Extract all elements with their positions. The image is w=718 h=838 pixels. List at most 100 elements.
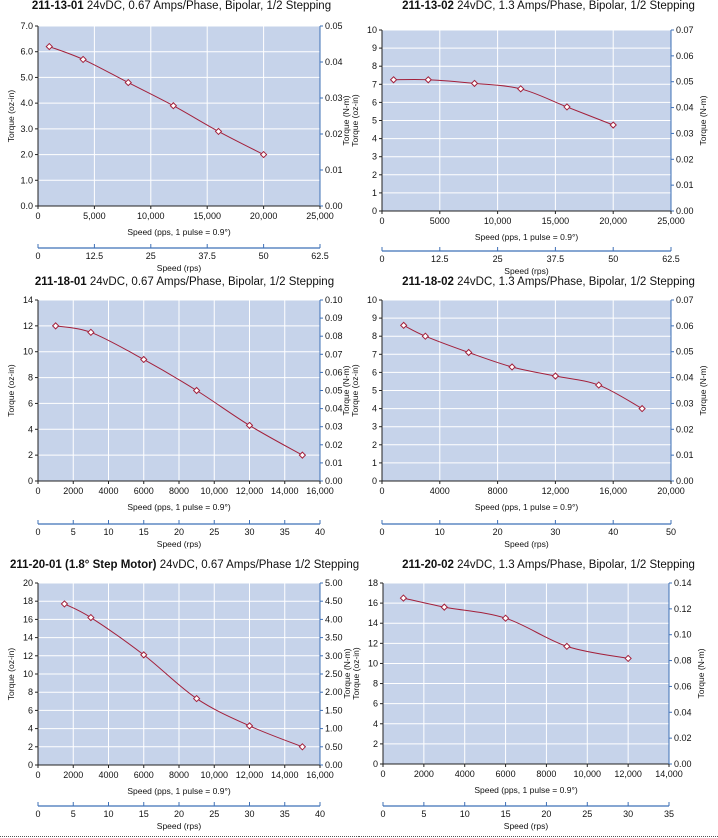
y-tick-label: 10 xyxy=(367,25,377,35)
x2-tick-label: 30 xyxy=(244,809,254,819)
x-tick-label: 12,000 xyxy=(236,486,264,496)
x2-axis-title: Speed (rps) xyxy=(504,266,549,276)
x-tick-label: 14,000 xyxy=(271,770,299,780)
x-tick-label: 10,000 xyxy=(200,486,228,496)
plot-area xyxy=(38,26,320,206)
y2-tick-label: 0.05 xyxy=(676,77,694,87)
data-point xyxy=(192,386,201,395)
y-tick-label: 4 xyxy=(372,404,377,414)
chart-panel-211-18-02: 211-18-02 24vDC, 1.3 Amps/Phase, Bipolar… xyxy=(341,276,718,555)
x2-tick-label: 20 xyxy=(493,527,503,537)
data-point xyxy=(508,363,516,371)
y2-tick-label: 0.06 xyxy=(676,51,694,61)
y-tick-label: 5 xyxy=(372,116,377,126)
y2-tick-label: 0.00 xyxy=(676,476,694,486)
y2-tick-label: 0.04 xyxy=(676,103,694,113)
x-tick-label: 20,000 xyxy=(250,211,278,221)
chart-panel-211-18-01: 211-18-01 24vDC, 0.67 Amps/Phase, Bipola… xyxy=(0,276,359,555)
y2-tick-label: 0.07 xyxy=(676,25,694,35)
y2-tick-label: 4.00 xyxy=(325,614,343,624)
x2-axis-title: Speed (rps) xyxy=(504,539,549,549)
chart-title-spec: 24vDC, 0.67 Amps/Phase, Bipolar, 1/2 Ste… xyxy=(86,0,332,12)
y-tick-label: 16 xyxy=(368,598,378,608)
y-tick-label: 12 xyxy=(368,638,378,648)
y2-tick-label: 0.00 xyxy=(674,759,692,769)
data-point xyxy=(259,150,268,159)
y-tick-label: 18 xyxy=(368,578,378,588)
y-tick-label: 16 xyxy=(23,614,33,624)
y-tick-label: 0 xyxy=(28,760,33,770)
chart-svg: 0 1 2 3 4 5 6 7 8 9 10 0.00 0.01 0.02 0.03 0.04 0.05 0.06… xyxy=(341,295,708,549)
y-tick-label: 10 xyxy=(368,658,378,668)
x-tick-label: 0 xyxy=(380,769,385,779)
y-axis-title: Torque (oz-in) xyxy=(350,94,360,147)
x-axis-title: Speed (pps, 1 pulse = 0.9°) xyxy=(475,232,579,242)
x2-tick-label: 15 xyxy=(501,809,511,819)
data-point xyxy=(501,614,510,622)
y-axis-title-extra: Torque (N-m) xyxy=(341,365,351,415)
x-tick-label: 10,000 xyxy=(137,211,165,221)
y-axis-title: Torque (oz-in) xyxy=(6,364,16,417)
x2-tick-label: 25 xyxy=(146,251,156,261)
x2-tick-label: 62.5 xyxy=(662,254,680,264)
x2-tick-label: 40 xyxy=(608,527,618,537)
x2-axis-title: Speed (rps) xyxy=(157,539,202,549)
x-tick-label: 6000 xyxy=(134,770,154,780)
x-axis-title: Speed (pps, 1 pulse = 0.9°) xyxy=(127,786,231,796)
chart-title-spec: 24vDC, 1.3 Amps/Phase, Bipolar, 1/2 Step… xyxy=(457,0,695,12)
chart-svg: 0 2 4 6 8 10 12 14 16 18 20 0.00 0.50 1.00 1.50 2.00 2.5… xyxy=(6,578,343,831)
x2-tick-label: 20 xyxy=(174,809,184,819)
y2-tick-label: 0.03 xyxy=(325,93,343,103)
y2-tick-label: 0.10 xyxy=(674,630,692,640)
y-axis-title-extra: Torque (N-m) xyxy=(341,95,351,145)
x-tick-label: 2000 xyxy=(414,769,434,779)
y2-tick-label: 0.06 xyxy=(676,321,694,331)
y2-tick-label: 3.50 xyxy=(325,633,343,643)
y-tick-label: 4 xyxy=(28,724,33,734)
data-point xyxy=(551,372,560,380)
x2-axis-title: Speed (rps) xyxy=(157,821,202,831)
y2-tick-label: 0.02 xyxy=(676,154,694,164)
y2-tick-label: 0.09 xyxy=(325,313,343,323)
y2-tick-label: 0.07 xyxy=(676,295,694,305)
y-tick-label: 7 xyxy=(372,79,377,89)
x-tick-label: 8000 xyxy=(488,486,508,496)
data-point xyxy=(464,348,473,357)
x-tick-label: 10,000 xyxy=(574,769,602,779)
data-point xyxy=(470,79,479,88)
y-tick-label: 6 xyxy=(28,705,33,715)
y2-tick-label: 2.00 xyxy=(325,687,343,697)
y2-tick-label: 0.08 xyxy=(325,331,343,341)
data-point xyxy=(51,322,60,330)
y-tick-label: 9 xyxy=(372,313,377,323)
x-tick-label: 5000 xyxy=(430,216,450,226)
y-tick-label: 8 xyxy=(373,679,378,689)
y-tick-label: 1 xyxy=(372,188,377,198)
y2-tick-label: 5.00 xyxy=(325,578,343,588)
y2-tick-label: 0.50 xyxy=(325,742,343,752)
data-point xyxy=(638,404,646,413)
data-point xyxy=(45,42,53,51)
y-axis-title: Torque (oz-in) xyxy=(351,647,361,700)
y2-tick-label: 0.04 xyxy=(676,373,694,383)
y-tick-label: 8 xyxy=(28,373,33,383)
x-tick-label: 8000 xyxy=(536,769,556,779)
x-tick-label: 0 xyxy=(35,486,40,496)
y-tick-label: 12 xyxy=(23,651,33,661)
x2-tick-label: 25 xyxy=(209,809,219,819)
y-tick-label: 14 xyxy=(23,295,33,305)
torque-curve xyxy=(55,325,303,456)
data-point xyxy=(245,421,254,430)
x-tick-label: 14,000 xyxy=(271,486,299,496)
x2-tick-label: 30 xyxy=(623,809,633,819)
x2-tick-label: 37.5 xyxy=(547,254,565,264)
y-tick-label: 4 xyxy=(372,134,377,144)
x2-tick-label: 25 xyxy=(582,809,592,819)
data-point xyxy=(169,102,178,110)
y-tick-label: 5.0 xyxy=(20,72,33,82)
x-tick-label: 5,000 xyxy=(83,211,106,221)
x-axis-title: Speed (pps, 1 pulse = 0.9°) xyxy=(474,785,578,795)
x-tick-label: 0 xyxy=(379,486,384,496)
x-tick-label: 15,000 xyxy=(542,216,570,226)
y-tick-label: 6.0 xyxy=(20,47,33,57)
